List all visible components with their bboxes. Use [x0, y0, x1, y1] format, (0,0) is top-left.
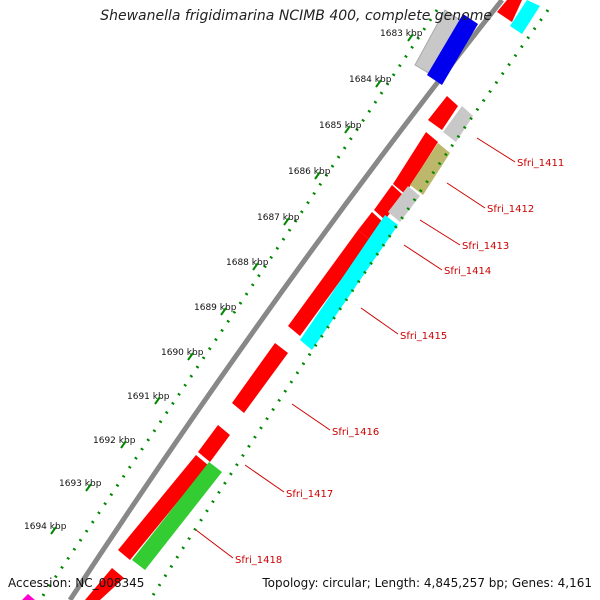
kbp-label: 1693 kbp [59, 479, 102, 489]
kbp-label: 1683 kbp [380, 29, 423, 39]
major-ticks [50, 33, 414, 535]
kbp-label: 1684 kbp [349, 75, 392, 85]
gene-label-sfri-1413: Sfri_1413 [462, 241, 509, 252]
kbp-label: 1692 kbp [93, 436, 136, 446]
gene-red [85, 568, 124, 600]
gene-red [374, 185, 403, 220]
gene-magenta [22, 594, 35, 600]
kbp-label: 1686 kbp [288, 167, 331, 177]
map-title: Shewanella frigidimarina NCIMB 400, comp… [100, 8, 492, 24]
gene-red-top [497, 0, 522, 22]
gene-label-sfri-1417: Sfri_1417 [286, 489, 333, 500]
gene-green [132, 462, 222, 570]
outer-tick-ring [38, 9, 439, 600]
gene-label-sfri-1416: Sfri_1416 [332, 427, 379, 438]
genome-backbone [67, 0, 504, 600]
kbp-label: 1688 kbp [226, 258, 269, 268]
gene-olive [410, 143, 450, 195]
gene-labels: Sfri_1411 Sfri_1412 Sfri_1413 Sfri_1414 … [235, 158, 564, 566]
kbp-label: 1690 kbp [161, 348, 204, 358]
forward-strand [85, 0, 522, 600]
gene-label-sfri-1415: Sfri_1415 [400, 331, 447, 342]
kbp-label: 1694 kbp [24, 522, 67, 532]
gene-red [358, 212, 383, 240]
gene-label-sfri-1418: Sfri_1418 [235, 555, 282, 566]
gene-red [428, 96, 458, 130]
reverse-strand [22, 0, 540, 600]
gene-red [393, 132, 438, 194]
gene-label-sfri-1411: Sfri_1411 [517, 158, 564, 169]
gene-red [232, 343, 288, 413]
genome-summary-text: Topology: circular; Length: 4,845,257 bp… [262, 576, 592, 590]
gene-red [118, 455, 208, 560]
gene-label-sfri-1412: Sfri_1412 [487, 204, 534, 215]
gene-blue [427, 14, 478, 85]
kbp-ticks: 1683 kbp 1684 kbp 1685 kbp 1686 kbp 1687… [24, 29, 423, 532]
gene-gray [388, 186, 420, 222]
kbp-label: 1685 kbp [319, 121, 362, 131]
leader-lines [195, 137, 516, 559]
gene-cyan [300, 215, 398, 350]
kbp-label: 1691 kbp [127, 392, 170, 402]
gene-cyan-top [510, 0, 540, 34]
accession-text: Accession: NC_008345 [8, 576, 145, 590]
kbp-label: 1689 kbp [194, 303, 237, 313]
gene-label-sfri-1414: Sfri_1414 [444, 266, 491, 277]
gene-red [198, 425, 230, 462]
gene-red [288, 230, 370, 336]
kbp-label: 1687 kbp [257, 213, 300, 223]
gene-gray [443, 106, 473, 142]
